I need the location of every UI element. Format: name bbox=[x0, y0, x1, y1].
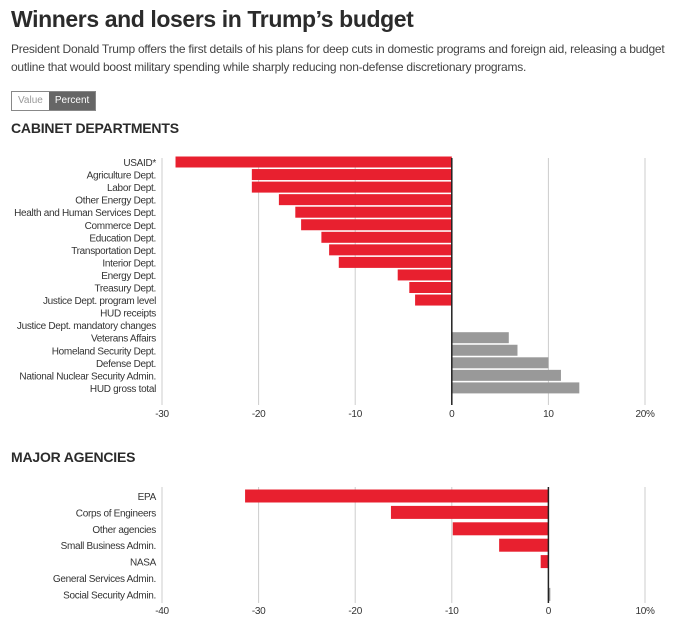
page-subtitle: President Donald Trump offers the first … bbox=[11, 42, 665, 74]
x-tick-label: 0 bbox=[449, 409, 455, 420]
category-label: HUD receipts bbox=[100, 309, 156, 320]
category-label: General Services Admin. bbox=[53, 574, 156, 585]
x-tick-label: 10 bbox=[543, 409, 554, 420]
bar bbox=[548, 587, 551, 601]
bar bbox=[451, 344, 518, 356]
category-label: EPA bbox=[138, 492, 157, 503]
x-tick-label: 20% bbox=[635, 409, 655, 420]
bar bbox=[251, 181, 452, 193]
bar bbox=[451, 332, 509, 344]
category-label: Health and Human Services Dept. bbox=[14, 208, 156, 219]
category-label: USAID* bbox=[123, 158, 156, 169]
bar bbox=[175, 156, 452, 168]
x-tick-label: -30 bbox=[252, 606, 266, 617]
value-percent-toggle[interactable]: Value Percent bbox=[11, 91, 97, 111]
bar bbox=[329, 244, 452, 256]
category-label: NASA bbox=[130, 558, 157, 569]
bar bbox=[295, 206, 452, 218]
toggle-value-button[interactable]: Value bbox=[12, 92, 49, 110]
x-tick-label: 10% bbox=[635, 606, 655, 617]
bar bbox=[540, 555, 549, 569]
bar bbox=[278, 194, 452, 206]
major-agencies-chart: -40 -30 -20 -10 0 10% EPA Corps of Engineers Oth… bbox=[53, 487, 655, 617]
bar bbox=[415, 294, 452, 306]
category-label: Agriculture Dept. bbox=[87, 171, 156, 182]
cabinet-departments-chart: -30 -20 -10 0 10 20% USAID* Agriculture Dept.La… bbox=[14, 156, 655, 420]
bar bbox=[499, 538, 549, 552]
category-label: Small Business Admin. bbox=[61, 541, 156, 552]
category-label: Veterans Affairs bbox=[91, 334, 156, 345]
category-label: HUD gross total bbox=[90, 384, 156, 395]
category-label: Treasury Dept. bbox=[94, 284, 156, 295]
category-label: Transportation Dept. bbox=[71, 246, 156, 257]
x-tick-label: -20 bbox=[252, 409, 266, 420]
category-label: Commerce Dept. bbox=[85, 221, 156, 232]
category-label: Labor Dept. bbox=[107, 183, 156, 194]
category-label: Defense Dept. bbox=[96, 359, 156, 370]
x-tick-label: -30 bbox=[155, 409, 169, 420]
bar bbox=[338, 256, 452, 268]
bar bbox=[245, 489, 549, 503]
x-tick-label: -20 bbox=[348, 606, 362, 617]
category-label: National Nuclear Security Admin. bbox=[19, 371, 156, 382]
bar bbox=[409, 282, 452, 293]
bar bbox=[390, 505, 549, 519]
category-label: Justice Dept. mandatory changes bbox=[17, 321, 156, 332]
section-title-agencies: MAJOR AGENCIES bbox=[11, 449, 136, 465]
category-label: Social Security Admin. bbox=[63, 590, 156, 601]
bar bbox=[321, 231, 452, 243]
bar bbox=[452, 522, 549, 536]
x-tick-label: -10 bbox=[445, 606, 459, 617]
category-label: Justice Dept. program level bbox=[43, 296, 156, 307]
bar bbox=[301, 219, 452, 231]
bar bbox=[397, 269, 452, 281]
bar bbox=[451, 369, 561, 381]
bar bbox=[451, 357, 549, 369]
category-label: Other Energy Dept. bbox=[75, 196, 156, 207]
section-title-cabinet: CABINET DEPARTMENTS bbox=[11, 120, 179, 136]
bar bbox=[251, 169, 452, 181]
category-label: Other agencies bbox=[92, 525, 156, 536]
category-label: Homeland Security Dept. bbox=[52, 346, 156, 357]
category-label: Education Dept. bbox=[89, 233, 156, 244]
category-label: Interior Dept. bbox=[102, 258, 156, 269]
page-title: Winners and losers in Trump’s budget bbox=[11, 6, 414, 32]
toggle-percent-button[interactable]: Percent bbox=[48, 92, 96, 110]
category-label: Corps of Engineers bbox=[76, 508, 157, 519]
x-tick-label: -10 bbox=[348, 409, 362, 420]
category-label: Energy Dept. bbox=[101, 271, 156, 282]
x-tick-label: 0 bbox=[546, 606, 552, 617]
x-tick-label: -40 bbox=[155, 606, 169, 617]
bar bbox=[451, 382, 580, 394]
